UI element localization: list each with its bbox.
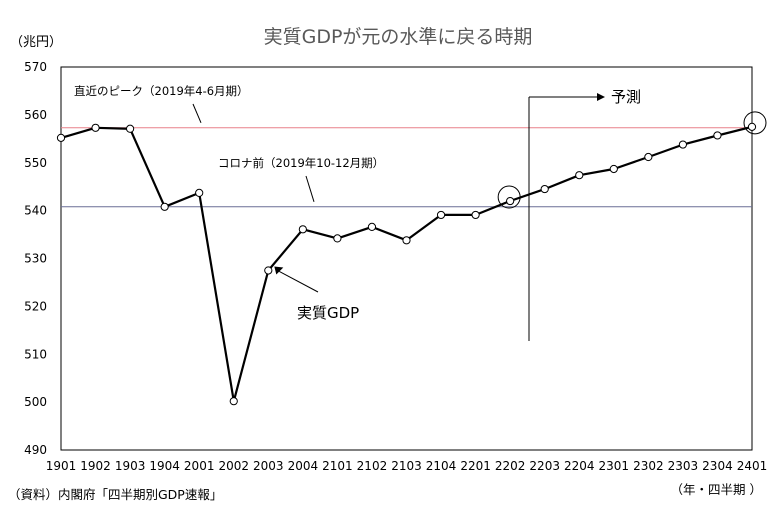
x-tick-label: 2304: [702, 459, 733, 473]
data-point: [471, 210, 480, 220]
highlight-circle: [743, 111, 767, 135]
data-point: [747, 122, 757, 131]
x-tick-label: 2101: [322, 459, 353, 473]
x-tick-label: 2001: [184, 459, 215, 473]
series-label-arrow-head: [274, 266, 284, 275]
data-point: [229, 397, 238, 406]
x-tick-label: 2401: [737, 459, 768, 473]
x-axis: 1901 1902 1903 1904 2001 2002 2003 2004 2101 2102…: [46, 459, 768, 473]
x-tick-label: 1902: [80, 459, 111, 473]
data-point: [575, 171, 584, 180]
y-axis: 490 500 510 520 530 540 550 560 570: [24, 60, 47, 457]
x-tick-label: 2103: [391, 459, 422, 473]
forecast-marker: 予測: [528, 88, 641, 341]
data-point: [264, 266, 273, 275]
x-tick-label: 2003: [253, 459, 284, 473]
data-point: [367, 222, 377, 232]
x-tick-label: 2004: [288, 459, 319, 473]
y-tick-label: 570: [24, 60, 47, 74]
x-tick-label: 2204: [564, 459, 595, 473]
x-tick-label: 1903: [115, 459, 146, 473]
data-point: [540, 184, 549, 194]
forecast-label: 予測: [611, 88, 641, 106]
series-label-arrow: [279, 271, 319, 293]
annotations: 直近のピーク（2019年4-6月期） コロナ前（2019年10-12月期） 実質GD…: [74, 84, 384, 322]
y-tick-label: 510: [24, 347, 47, 361]
source-note: （資料）内閣府「四半期別GDP速報」: [8, 487, 222, 502]
x-tick-label: 2201: [460, 459, 491, 473]
data-point: [402, 236, 411, 245]
y-tick-label: 540: [24, 204, 47, 218]
x-tick-label: 1901: [46, 459, 77, 473]
x-tick-label: 2303: [668, 459, 699, 473]
data-point: [609, 164, 618, 174]
peak-label-pointer: [192, 103, 202, 123]
y-tick-label: 490: [24, 443, 47, 457]
x-tick-label: 2104: [426, 459, 457, 473]
series-real-gdp: [56, 111, 767, 406]
pre-covid-label-pointer: [305, 175, 315, 202]
y-tick-label: 500: [24, 395, 47, 409]
y-tick-label: 550: [24, 156, 47, 170]
data-point: [333, 234, 342, 243]
highlight-circle: [497, 185, 521, 209]
x-tick-label: 2102: [357, 459, 388, 473]
data-point: [644, 152, 653, 162]
reference-lines: [61, 127, 752, 208]
data-point: [678, 140, 688, 149]
data-point: [56, 133, 66, 142]
y-tick-label: 530: [24, 252, 47, 266]
y-tick-label: 520: [24, 299, 47, 313]
series-line: [60, 125, 753, 403]
y-tick-label: 560: [24, 108, 47, 122]
pre-covid-reference-label: コロナ前（2019年10-12月期）: [218, 156, 384, 170]
chart-title: 実質GDPが元の水準に戻る時期: [264, 26, 533, 48]
peak-reference-label: 直近のピーク（2019年4-6月期）: [74, 84, 249, 98]
plot-frame: [60, 66, 753, 451]
data-point: [713, 131, 722, 140]
x-tick-label: 1904: [149, 459, 180, 473]
series-label: 実質GDP: [297, 304, 359, 322]
data-point: [126, 124, 135, 133]
data-point: [160, 202, 169, 211]
data-point: [298, 225, 307, 234]
y-unit-label: （兆円）: [10, 35, 62, 50]
forecast-arrow-head: [597, 93, 605, 101]
x-tick-label: 2301: [599, 459, 630, 473]
data-point: [195, 188, 204, 198]
x-tick-label: 2202: [495, 459, 526, 473]
data-point: [506, 196, 515, 206]
data-point: [91, 123, 100, 132]
x-tick-label: 2203: [529, 459, 560, 473]
x-tick-label: 2002: [218, 459, 249, 473]
x-unit-label: （年・四半期 ）: [671, 482, 762, 497]
data-point: [436, 210, 446, 220]
x-tick-label: 2302: [633, 459, 664, 473]
